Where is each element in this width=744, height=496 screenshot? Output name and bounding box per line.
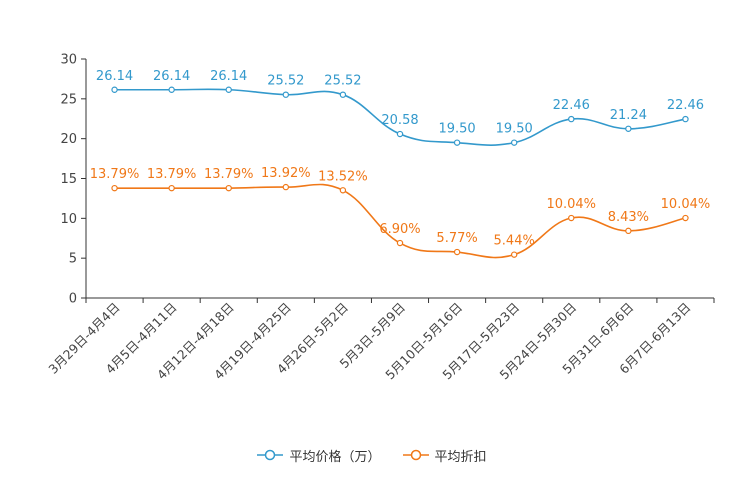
data-label: 8.43% [608, 210, 649, 225]
data-label: 13.92% [261, 166, 311, 181]
data-label: 26.14 [153, 69, 190, 84]
legend-item-discount[interactable]: 平均折扣 [402, 446, 487, 465]
data-label: 19.50 [438, 122, 475, 137]
data-label: 25.52 [267, 74, 304, 89]
data-label: 19.50 [496, 122, 533, 137]
data-label: 5.77% [436, 231, 477, 246]
data-point [453, 248, 461, 256]
line-chart: 0510152025303月29日-4月4日4月5日-4月11日4月12日-4月… [45, 53, 715, 382]
data-label: 10.04% [661, 197, 711, 212]
legend-item-price[interactable]: 平均价格（万） [257, 446, 381, 465]
legend-price-marker-icon [257, 448, 284, 462]
legend-price-label: 平均价格（万） [289, 449, 381, 465]
data-label: 10.04% [546, 197, 596, 212]
data-point [625, 125, 632, 132]
y-tick-label: 15 [60, 172, 77, 187]
data-point [510, 251, 518, 258]
data-point [682, 214, 689, 222]
data-point [111, 184, 118, 192]
data-label: 13.52% [318, 169, 368, 184]
y-tick-label: 25 [60, 92, 77, 107]
data-point [111, 86, 118, 93]
data-point [339, 187, 347, 194]
data-label: 26.14 [210, 69, 247, 84]
data-labels: 26.14 26.14 26.14 25.52 25.52 20.58 19.50 19.50… [90, 69, 710, 249]
data-point [568, 115, 575, 123]
y-tick-label: 20 [60, 132, 77, 147]
data-point [168, 184, 175, 192]
data-point [396, 130, 404, 138]
data-point [396, 239, 404, 247]
data-label: 13.79% [147, 167, 197, 182]
series-line-1 [114, 183, 686, 259]
data-label: 13.79% [204, 167, 254, 182]
legend-discount-marker-icon [402, 448, 429, 462]
y-tick-label: 5 [69, 252, 77, 267]
legend-discount-label: 平均折扣 [434, 449, 487, 465]
data-label: 25.52 [324, 74, 361, 89]
data-point [168, 86, 175, 93]
data-label: 20.58 [381, 113, 418, 128]
data-point [510, 139, 518, 146]
y-tick-label: 0 [69, 292, 77, 307]
y-tick-label: 30 [60, 53, 77, 68]
data-point [282, 91, 290, 98]
data-label: 22.46 [667, 98, 704, 113]
data-point [682, 115, 689, 123]
data-point [568, 214, 575, 222]
data-label: 5.44% [494, 234, 535, 249]
data-label: 21.24 [610, 108, 647, 123]
data-point [453, 139, 461, 146]
series-layer [111, 86, 689, 259]
data-point [625, 227, 632, 235]
data-label: 22.46 [553, 98, 590, 113]
y-tick-label: 10 [60, 212, 77, 227]
data-point [225, 184, 232, 192]
data-label: 26.14 [96, 69, 133, 84]
data-point [225, 86, 232, 93]
data-point [339, 91, 347, 98]
data-label: 13.79% [90, 167, 140, 182]
legend[interactable]: 平均价格（万） 平均折扣 [0, 444, 744, 466]
data-point [282, 183, 290, 191]
data-label: 6.90% [379, 222, 420, 237]
